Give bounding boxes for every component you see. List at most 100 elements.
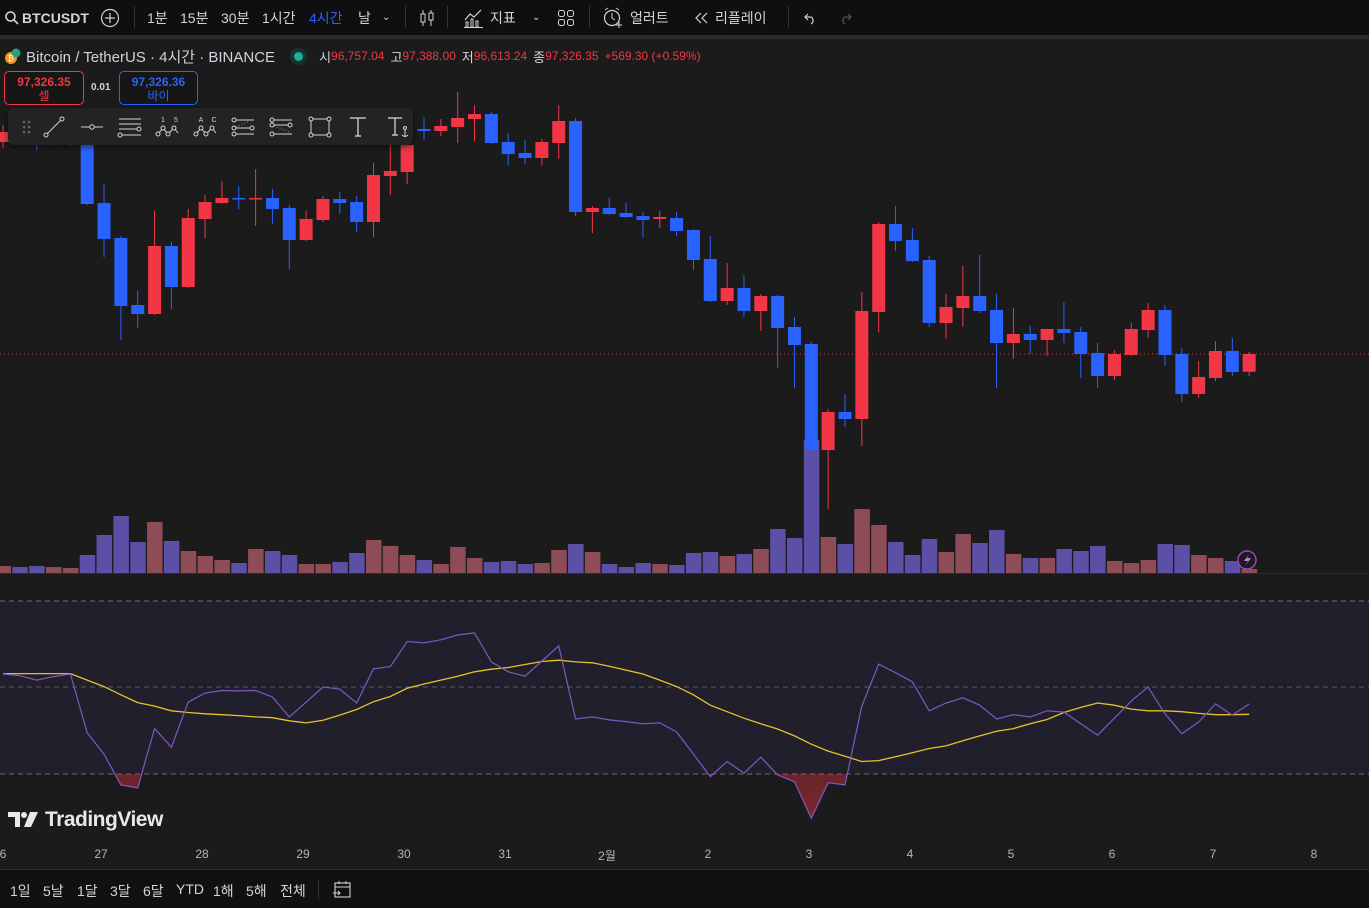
- candle-body: [451, 118, 465, 127]
- candle-body: [417, 129, 431, 131]
- volume-bar: [904, 555, 921, 573]
- symbol-search-button[interactable]: BTCUSDT: [4, 0, 89, 35]
- chart-type-button[interactable]: [418, 0, 436, 35]
- buy-button[interactable]: 97,326.36 바이: [119, 71, 198, 105]
- compare-symbol-button[interactable]: [100, 0, 120, 35]
- candle-body: [350, 202, 364, 222]
- volume-bar: [938, 552, 955, 573]
- volume-bar: [1005, 554, 1022, 573]
- candlestick-icon: [420, 9, 434, 26]
- market-status-dot[interactable]: [294, 51, 304, 61]
- candle: [249, 169, 263, 226]
- range-5y[interactable]: 5해: [246, 883, 267, 899]
- anchored-text-icon[interactable]: [385, 114, 411, 140]
- volume-bar: [669, 565, 685, 573]
- volume-bar: [568, 544, 584, 573]
- parallel-channel-icon[interactable]: [230, 114, 256, 140]
- candle-body: [1158, 310, 1172, 355]
- interval-4h-active[interactable]: 4시간: [309, 9, 343, 26]
- candle: [821, 409, 835, 509]
- horizontal-ray-icon[interactable]: [79, 114, 105, 140]
- candle-body: [232, 198, 246, 200]
- candle-body: [720, 288, 734, 301]
- candle: [956, 266, 970, 327]
- candle: [552, 105, 566, 159]
- indicators-button[interactable]: 지표: [463, 0, 516, 35]
- candle-body: [97, 203, 111, 239]
- lightning-icon[interactable]: [1237, 550, 1257, 570]
- volume-bar: [1056, 549, 1072, 573]
- candle-body: [501, 142, 515, 154]
- text-icon[interactable]: [345, 114, 371, 140]
- go-to-date-icon[interactable]: [332, 879, 352, 899]
- range-5d[interactable]: 5날: [43, 883, 64, 899]
- volume-bar: [248, 549, 264, 573]
- volume-bar: [1022, 558, 1039, 573]
- interval-dropdown-chevron-icon[interactable]: ⌄: [382, 12, 391, 23]
- alert-button[interactable]: 얼러트: [602, 0, 669, 35]
- candle-body: [703, 259, 717, 301]
- svg-text:₿: ₿: [8, 54, 14, 63]
- trend-line-icon[interactable]: [41, 114, 67, 140]
- volume-bar: [1174, 545, 1190, 573]
- candle: [1057, 302, 1071, 343]
- candle: [383, 145, 397, 195]
- candle: [838, 394, 852, 427]
- interval-1m[interactable]: 1분: [147, 9, 168, 26]
- volume-bar: [1207, 558, 1224, 573]
- range-1y[interactable]: 1해: [213, 883, 234, 899]
- redo-button[interactable]: [839, 0, 855, 35]
- candle: [804, 342, 818, 460]
- time-axis-label: 2: [704, 847, 712, 861]
- tradingview-logo[interactable]: TradingView: [8, 808, 163, 832]
- candle-body: [686, 230, 700, 260]
- candle: [518, 140, 532, 164]
- symbol-title[interactable]: Bitcoin / TetherUS · 4시간 · BINANCE: [26, 48, 276, 66]
- toolbar-divider: [134, 6, 135, 28]
- wave-label: C: [211, 117, 216, 124]
- candle-body: [653, 217, 667, 219]
- chart-canvas[interactable]: [0, 0, 1369, 870]
- range-1m[interactable]: 1달: [77, 883, 98, 899]
- fib-channel-icon[interactable]: [268, 114, 294, 140]
- time-axis-label: 6: [1108, 847, 1116, 861]
- candle: [872, 222, 886, 333]
- candle-body: [282, 208, 296, 240]
- range-1d[interactable]: 1일: [10, 883, 31, 899]
- candle-body: [299, 219, 313, 240]
- date-range-bar: 1일 5날 1달 3달 6달 YTD 1해 5해 전체: [0, 869, 1369, 908]
- sell-button[interactable]: 97,326.35 셀: [4, 71, 84, 105]
- volume-bar: [163, 541, 180, 573]
- candle-body: [771, 296, 785, 328]
- indicators-dropdown-chevron-icon[interactable]: ⌄: [532, 12, 541, 23]
- interval-30m[interactable]: 30분: [221, 9, 250, 26]
- candle: [1091, 343, 1105, 388]
- candle-body: [164, 246, 178, 287]
- volume-bar: [854, 509, 870, 573]
- candle-body: [956, 296, 970, 308]
- buy-label: 바이: [147, 89, 170, 103]
- replay-button[interactable]: 리플레이: [693, 0, 767, 35]
- undo-button[interactable]: [801, 0, 817, 35]
- volume-bar: [921, 539, 938, 573]
- range-6m[interactable]: 6달: [143, 883, 164, 899]
- interval-1h[interactable]: 1시간: [262, 9, 296, 26]
- candle: [602, 198, 616, 215]
- range-all[interactable]: 전체: [280, 883, 306, 899]
- range-ytd[interactable]: YTD: [176, 881, 204, 897]
- candle-body: [1192, 377, 1206, 394]
- fib-retracement-icon[interactable]: [117, 114, 143, 140]
- interval-15m[interactable]: 15분: [180, 9, 209, 26]
- volume-bar: [955, 534, 971, 573]
- tradingview-logo-text: TradingView: [45, 808, 163, 831]
- range-3m[interactable]: 3달: [110, 883, 131, 899]
- layouts-button[interactable]: [557, 0, 575, 35]
- volume-bar: [197, 556, 214, 573]
- interval-1d[interactable]: 날: [358, 9, 371, 26]
- rectangle-icon[interactable]: [307, 114, 333, 140]
- candle-body: [1091, 353, 1105, 376]
- drag-handle-icon[interactable]: [14, 114, 40, 140]
- candle: [670, 212, 684, 236]
